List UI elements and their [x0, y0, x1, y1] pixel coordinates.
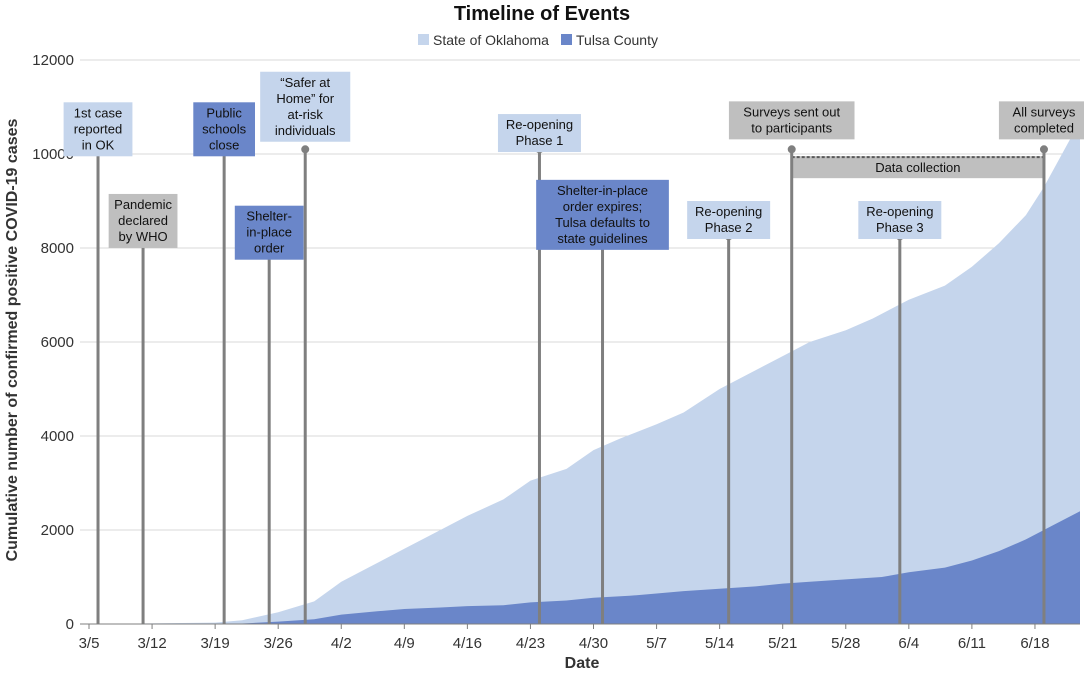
event-label-line: individuals	[275, 123, 336, 138]
event-label-line: Re-opening	[866, 204, 933, 219]
event-label-box	[497, 114, 581, 153]
y-tick-label: 4000	[41, 428, 74, 445]
x-tick-label: 5/21	[768, 635, 797, 652]
event-label-box	[108, 193, 178, 248]
event-label-line: Re-opening	[695, 204, 762, 219]
y-axis: 0 2000 4000 6000 8000 10000 12000	[32, 52, 74, 633]
legend-label-tulsa: Tulsa County	[576, 32, 658, 48]
legend-swatch-tulsa	[561, 34, 572, 45]
event-label-line: in OK	[82, 137, 115, 152]
event-label-box	[536, 179, 669, 250]
area-tulsa-county	[89, 511, 1080, 624]
event-label-line: All surveys	[1013, 104, 1076, 119]
y-tick-label: 0	[66, 616, 74, 633]
x-tick-label: 4/9	[394, 635, 415, 652]
event-label-box	[728, 101, 855, 140]
event-label-line: “Safer at	[280, 75, 330, 90]
event-dot	[301, 145, 310, 154]
event-label-line: declared	[118, 213, 168, 228]
event-label-box	[998, 101, 1084, 140]
data-collection-band: Data collection	[791, 156, 1044, 179]
event-label-box	[193, 102, 255, 157]
event-label-line: Re-opening	[506, 117, 573, 132]
event-label-line: Home” for	[276, 91, 334, 106]
event-label-line: 1st case	[74, 105, 122, 120]
event-label-line: Pandemic	[114, 197, 172, 212]
x-tick-label: 4/30	[579, 635, 608, 652]
y-axis-title: Cumulative number of confirmed positive …	[4, 119, 21, 562]
event-label-line: close	[209, 137, 239, 152]
event-dot	[787, 145, 796, 154]
event-label-line: state guidelines	[557, 231, 648, 246]
area-state-of-oklahoma	[89, 121, 1080, 624]
x-tick-label: 3/5	[79, 635, 100, 652]
data-collection-bar	[791, 156, 1044, 179]
y-tick-label: 6000	[41, 334, 74, 351]
event-label-line: by WHO	[119, 229, 168, 244]
legend-label-state: State of Oklahoma	[433, 32, 549, 48]
y-tick-label: 2000	[41, 522, 74, 539]
x-tick-label: 5/14	[705, 635, 734, 652]
event-label-line: order	[254, 241, 285, 256]
x-tick-label: 3/26	[264, 635, 293, 652]
x-tick-label: 4/16	[453, 635, 482, 652]
legend: State of Oklahoma Tulsa County	[418, 32, 658, 48]
event-label-line: completed	[1014, 120, 1074, 135]
event-label-line: Phase 3	[876, 220, 924, 235]
event-label-line: at-risk	[288, 107, 324, 122]
y-tick-label: 8000	[41, 240, 74, 257]
x-tick-label: 4/2	[331, 635, 352, 652]
event-label-line: Phase 1	[516, 133, 564, 148]
event-label-box	[687, 201, 771, 239]
event-label-line: order expires;	[563, 199, 642, 214]
event-label-box	[260, 71, 351, 142]
x-tick-label: 3/19	[201, 635, 230, 652]
event-label-line: to participants	[751, 120, 832, 135]
x-tick-label: 6/11	[958, 635, 986, 652]
event-dot	[1039, 145, 1048, 154]
legend-swatch-state	[418, 34, 429, 45]
x-axis-title: Date	[565, 655, 600, 672]
event-label-line: Tulsa defaults to	[555, 215, 650, 230]
x-tick-label: 3/12	[137, 635, 166, 652]
x-axis: 3/5 3/12 3/19 3/26 4/2 4/9 4/16 4/23 4/30 5/7 5/14…	[79, 623, 1080, 652]
event-label-line: Public	[206, 105, 242, 120]
event-label-box	[858, 201, 942, 239]
event-label-box	[234, 205, 304, 260]
x-tick-label: 5/7	[646, 635, 667, 652]
event-label-line: Surveys sent out	[743, 104, 840, 119]
y-tick-label: 10000	[32, 146, 74, 163]
event-label-line: reported	[74, 121, 122, 136]
event-label-line: Shelter-in-place	[557, 183, 648, 198]
area-series	[89, 121, 1080, 624]
event-label-line: schools	[202, 121, 247, 136]
x-tick-label: 4/23	[516, 635, 545, 652]
chart-title: Timeline of Events	[454, 3, 630, 25]
x-tick-label: 6/18	[1020, 635, 1049, 652]
event-label-line: Phase 2	[705, 220, 753, 235]
data-collection-label: Data collection	[875, 160, 960, 175]
y-tick-label: 12000	[32, 52, 74, 69]
event-label-box	[63, 102, 133, 157]
x-tick-label: 5/28	[831, 635, 860, 652]
x-tick-label: 6/4	[898, 635, 919, 652]
event-label-line: Shelter-	[246, 209, 292, 224]
event-label-line: in-place	[246, 225, 292, 240]
